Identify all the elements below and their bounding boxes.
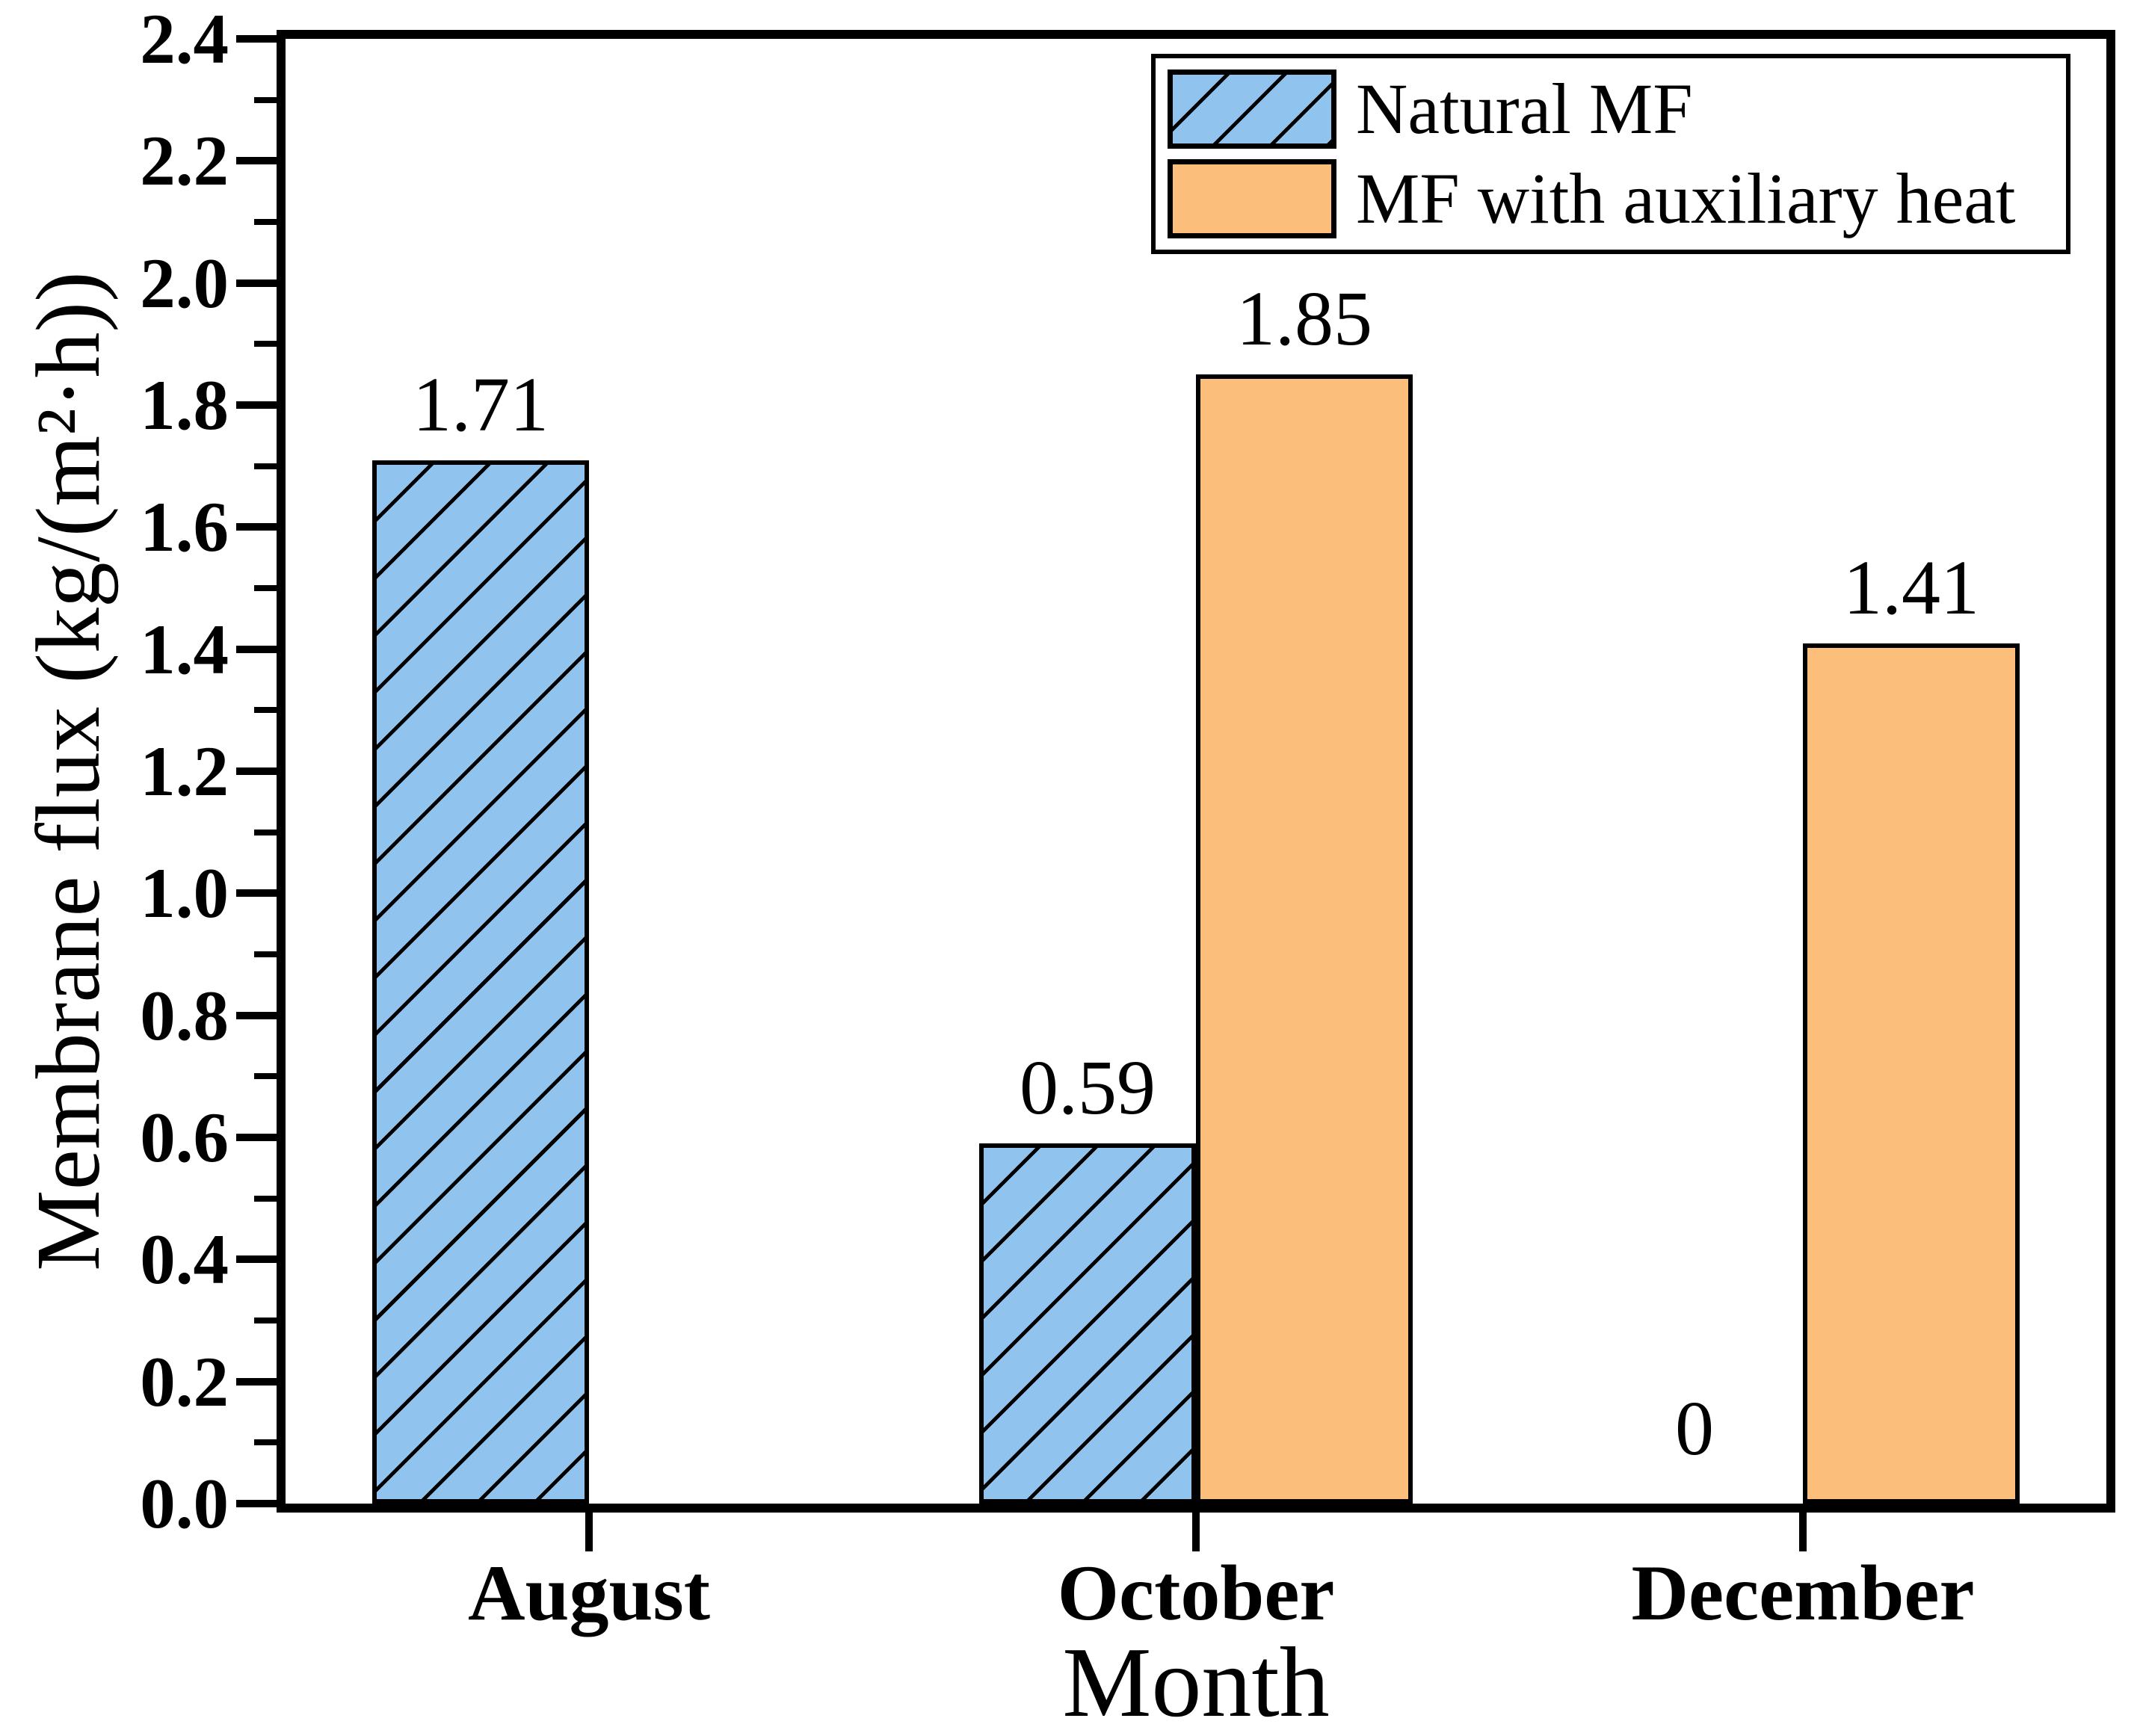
x-category-label: August [467, 1549, 711, 1637]
y-tick-label: 0.6 [140, 1098, 229, 1177]
x-tick [585, 1513, 593, 1551]
y-major-tick [236, 1134, 277, 1141]
y-minor-tick [254, 1073, 277, 1080]
x-tick [1192, 1513, 1200, 1551]
y-major-tick [236, 401, 277, 409]
y-tick-label: 2.2 [140, 121, 229, 201]
y-minor-tick [254, 219, 277, 225]
x-tick [1799, 1513, 1807, 1551]
y-tick-label: 0.8 [140, 975, 229, 1055]
y-tick-label: 2.0 [140, 243, 229, 323]
bar-value-label-december-natural-mf: 0 [1675, 1386, 1714, 1471]
x-category-label: October [1057, 1549, 1335, 1637]
y-minor-tick [254, 1195, 277, 1202]
x-axis-title: Month [1062, 1627, 1330, 1736]
y-minor-tick [254, 1439, 277, 1446]
bar-value-label-october-natural-mf: 0.59 [1020, 1045, 1156, 1131]
y-major-tick [236, 1255, 277, 1264]
y-major-tick [236, 523, 277, 531]
y-tick-label: 2.4 [140, 0, 229, 78]
y-major-tick [236, 767, 277, 775]
y-tick-label: 1.0 [140, 853, 229, 933]
bar-december-aux-heat [1803, 643, 2020, 1504]
bar-value-label-december-aux-heat: 1.41 [1843, 544, 1979, 631]
legend: Natural MF MF with auxiliary heat [1151, 54, 2070, 254]
legend-row-aux-heat: MF with auxiliary heat [1168, 158, 2066, 239]
y-tick-label: 1.8 [140, 365, 229, 445]
y-minor-tick [254, 829, 277, 835]
bar-value-label-august-natural-mf: 1.71 [413, 361, 549, 448]
y-major-tick [236, 1377, 277, 1386]
legend-swatch-natural-mf [1168, 69, 1336, 149]
bar-value-label-october-aux-heat: 1.85 [1236, 276, 1372, 362]
bar-october-natural-mf [979, 1143, 1196, 1504]
bar-august-natural-mf [372, 460, 589, 1504]
y-major-tick [236, 1011, 277, 1019]
y-major-tick [236, 157, 277, 165]
y-major-tick [236, 645, 277, 653]
y-major-tick [236, 1500, 277, 1507]
y-major-tick [236, 35, 277, 43]
x-category-label: December [1631, 1549, 1975, 1637]
y-tick-label: 0.2 [140, 1341, 229, 1421]
legend-label-aux-heat: MF with auxiliary heat [1356, 158, 2016, 239]
y-tick-label: 1.4 [140, 609, 229, 689]
legend-swatch-aux-heat [1168, 159, 1336, 239]
y-major-tick [236, 279, 277, 287]
y-tick-label: 0.4 [140, 1220, 229, 1300]
legend-label-natural-mf: Natural MF [1356, 68, 1693, 149]
y-major-tick [236, 889, 277, 898]
y-tick-label: 1.2 [140, 732, 229, 811]
bar-october-aux-heat [1196, 374, 1413, 1504]
y-tick-label: 1.6 [140, 487, 229, 567]
y-minor-tick [254, 341, 277, 347]
y-minor-tick [254, 1318, 277, 1323]
y-minor-tick [254, 707, 277, 714]
y-minor-tick [254, 463, 277, 469]
y-minor-tick [254, 951, 277, 957]
y-tick-label: 0.0 [140, 1464, 229, 1543]
legend-row-natural-mf: Natural MF [1168, 69, 2066, 149]
y-minor-tick [254, 96, 277, 103]
y-minor-tick [254, 585, 277, 591]
